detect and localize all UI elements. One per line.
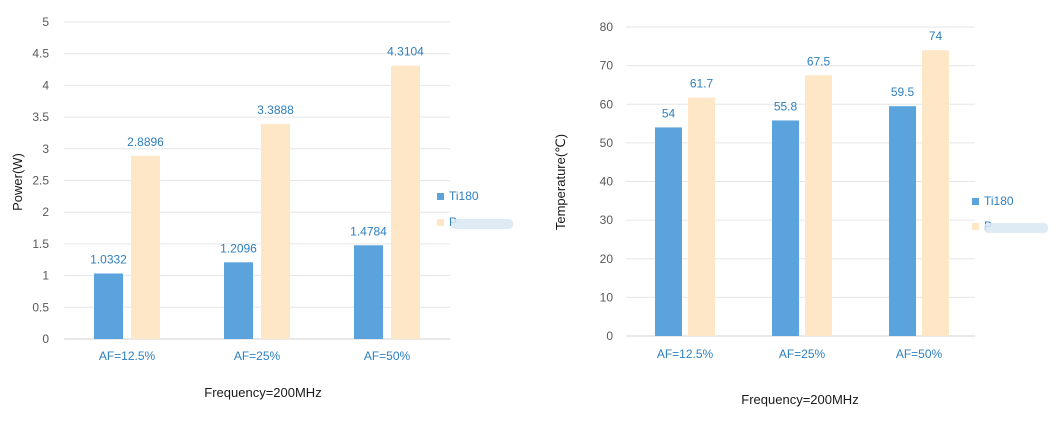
chart2-y-tick-label: 70 bbox=[600, 59, 614, 73]
chart1-legend-label: Ti180 bbox=[449, 189, 479, 203]
chart2-y-tick-label: 0 bbox=[606, 329, 613, 343]
chart2-y-axis-title: Temperature(℃) bbox=[553, 134, 568, 230]
chart2-data-label: 67.5 bbox=[807, 54, 831, 68]
chart1-legend-redaction bbox=[451, 219, 513, 229]
chart1-legend-swatch bbox=[437, 219, 444, 226]
chart1-x-axis-title: Frequency=200MHz bbox=[204, 385, 321, 400]
chart2-data-label: 59.5 bbox=[891, 85, 915, 99]
chart1-y-tick-label: 2.5 bbox=[32, 174, 49, 188]
chart2-y-tick-label: 80 bbox=[600, 20, 614, 34]
chart2-y-tick-label: 20 bbox=[600, 252, 614, 266]
chart1-y-axis-title: Power(W) bbox=[10, 153, 25, 211]
chart2-y-tick-label: 40 bbox=[600, 175, 614, 189]
chart1-data-label: 1.0332 bbox=[90, 252, 127, 266]
chart1-bar-ti180 bbox=[224, 262, 253, 339]
chart2-legend-swatch bbox=[972, 223, 979, 230]
chart1-bar-p bbox=[131, 155, 160, 339]
chart2-legend-swatch bbox=[972, 198, 979, 205]
chart2-x-axis-title: Frequency=200MHz bbox=[741, 392, 858, 407]
chart1-bar-ti180 bbox=[354, 245, 383, 339]
chart2-bar-p bbox=[922, 50, 949, 337]
chart1-bar-p bbox=[261, 124, 290, 339]
chart1-data-label: 3.3888 bbox=[257, 103, 294, 117]
chart1-y-tick-label: 3.5 bbox=[32, 110, 49, 124]
chart2-bar-ti180 bbox=[889, 106, 916, 337]
chart1-y-tick-label: 1 bbox=[42, 269, 49, 283]
chart2-bar-p bbox=[688, 97, 715, 336]
chart2-data-label: 61.7 bbox=[690, 77, 714, 91]
chart1-category-label: AF=25% bbox=[234, 349, 281, 363]
chart1-y-tick-label: 1.5 bbox=[32, 237, 49, 251]
chart1-y-tick-label: 0 bbox=[42, 332, 49, 346]
chart1-data-label: 1.2096 bbox=[220, 241, 257, 255]
chart1-data-label: 4.3104 bbox=[387, 45, 424, 59]
chart2-y-tick-label: 50 bbox=[600, 136, 614, 150]
chart2-y-tick-label: 60 bbox=[600, 97, 614, 111]
chart2-legend-redaction bbox=[984, 223, 1048, 233]
chart1-data-label: 2.8896 bbox=[127, 135, 164, 149]
chart2-category-label: AF=25% bbox=[779, 347, 826, 361]
chart2-bar-p bbox=[805, 75, 832, 336]
chart1-y-tick-label: 2 bbox=[42, 205, 49, 219]
chart1-data-label: 1.4784 bbox=[350, 224, 387, 238]
chart2-legend-label: Ti180 bbox=[984, 194, 1014, 208]
chart2-bar-ti180 bbox=[655, 127, 682, 336]
chart2-y-tick-label: 10 bbox=[600, 290, 614, 304]
chart1-bar-ti180 bbox=[94, 273, 123, 339]
chart1-category-label: AF=50% bbox=[364, 349, 411, 363]
chart2-data-label: 55.8 bbox=[774, 99, 798, 113]
chart2-category-label: AF=50% bbox=[896, 347, 943, 361]
chart1-bar-p bbox=[391, 65, 420, 339]
chart2-data-label: 54 bbox=[662, 106, 676, 120]
chart2-y-tick-label: 30 bbox=[600, 213, 614, 227]
chart1-y-tick-label: 4.5 bbox=[32, 47, 49, 61]
chart1-legend-swatch bbox=[437, 193, 444, 200]
chart2-bar-ti180 bbox=[772, 120, 799, 336]
chart1-y-tick-label: 0.5 bbox=[32, 300, 49, 314]
chart1-y-tick-label: 5 bbox=[42, 15, 49, 29]
chart2-data-label: 74 bbox=[929, 29, 943, 43]
chart1-y-tick-label: 4 bbox=[42, 78, 49, 92]
chart1-category-label: AF=12.5% bbox=[99, 349, 156, 363]
chart2-category-label: AF=12.5% bbox=[657, 347, 714, 361]
chart1-y-tick-label: 3 bbox=[42, 142, 49, 156]
